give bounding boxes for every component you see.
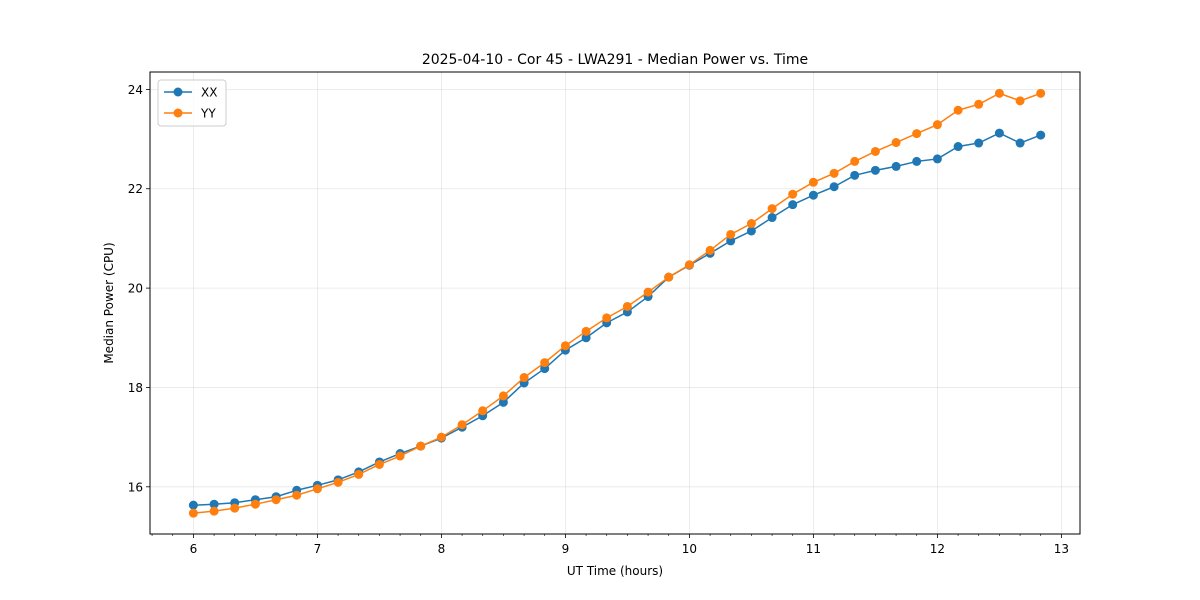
data-point-yy — [250, 499, 260, 509]
data-point-yy — [395, 451, 405, 461]
chart-title: 2025-04-10 - Cor 45 - LWA291 - Median Po… — [422, 52, 808, 68]
ticks: 6 7 8 9 10 11 12 13 16 18 20 22 24 — [128, 83, 1069, 556]
data-point-yy — [333, 477, 343, 487]
data-point-xx — [912, 156, 922, 166]
data-point-yy — [932, 120, 942, 130]
data-point-xx — [974, 138, 984, 148]
y-axis-label: Median Power (CPU) — [102, 242, 116, 363]
x-tick-label: 11 — [806, 542, 821, 556]
y-tick-label: 24 — [128, 83, 143, 97]
data-point-yy — [581, 326, 591, 336]
data-point-yy — [188, 508, 198, 518]
x-tick-label: 7 — [314, 542, 322, 556]
legend-marker-yy — [173, 108, 183, 118]
data-point-yy — [478, 406, 488, 416]
data-point-xx — [932, 154, 942, 164]
data-point-yy — [953, 105, 963, 115]
data-point-yy — [292, 490, 302, 500]
data-point-xx — [850, 170, 860, 180]
data-point-yy — [457, 420, 467, 430]
data-point-yy — [540, 358, 550, 368]
data-point-xx — [870, 165, 880, 175]
data-point-xx — [188, 500, 198, 510]
data-point-xx — [209, 499, 219, 509]
legend-label-xx: XX — [201, 86, 217, 100]
data-point-yy — [767, 204, 777, 214]
data-point-yy — [870, 146, 880, 156]
grid — [150, 72, 1080, 534]
series-layer — [188, 88, 1046, 518]
data-point-yy — [684, 260, 694, 270]
plot-frame — [149, 71, 1081, 535]
data-point-yy — [209, 506, 219, 516]
x-tick-label: 12 — [930, 542, 945, 556]
data-point-xx — [829, 182, 839, 192]
x-axis-label: UT Time (hours) — [567, 564, 663, 578]
data-point-yy — [643, 287, 653, 297]
data-point-yy — [788, 189, 798, 199]
data-point-xx — [808, 190, 818, 200]
x-tick-label: 6 — [190, 542, 198, 556]
data-point-yy — [1036, 88, 1046, 98]
legend-label-yy: YY — [200, 107, 216, 121]
data-point-yy — [271, 495, 281, 505]
data-point-yy — [994, 88, 1004, 98]
series-yy — [188, 88, 1046, 518]
data-point-yy — [891, 138, 901, 148]
legend-marker-xx — [173, 87, 183, 97]
x-tick-label: 9 — [562, 542, 570, 556]
data-point-yy — [746, 219, 756, 229]
data-point-yy — [416, 441, 426, 451]
x-tick-label: 10 — [682, 542, 697, 556]
data-point-xx — [1015, 138, 1025, 148]
data-point-xx — [788, 200, 798, 210]
data-point-yy — [664, 272, 674, 282]
data-point-yy — [498, 391, 508, 401]
y-tick-label: 20 — [128, 282, 143, 296]
data-point-xx — [581, 333, 591, 343]
data-point-yy — [912, 129, 922, 139]
data-point-xx — [726, 236, 736, 246]
data-point-yy — [808, 177, 818, 187]
legend: XX YY — [157, 79, 227, 127]
data-point-xx — [498, 397, 508, 407]
data-point-yy — [560, 341, 570, 351]
data-point-yy — [726, 229, 736, 239]
data-point-yy — [436, 432, 446, 442]
data-point-yy — [230, 503, 240, 513]
data-point-yy — [850, 156, 860, 166]
data-point-yy — [602, 313, 612, 323]
data-point-yy — [374, 459, 384, 469]
x-tick-label: 13 — [1054, 542, 1069, 556]
data-point-xx — [1036, 130, 1046, 140]
data-point-yy — [312, 484, 322, 494]
y-tick-label: 18 — [128, 381, 143, 395]
y-tick-label: 16 — [128, 480, 143, 494]
data-point-xx — [994, 128, 1004, 138]
data-point-xx — [953, 142, 963, 152]
data-point-yy — [705, 245, 715, 255]
data-point-yy — [354, 469, 364, 479]
data-point-yy — [829, 168, 839, 178]
data-point-yy — [519, 373, 529, 383]
data-point-yy — [974, 99, 984, 109]
y-tick-label: 22 — [128, 182, 143, 196]
data-point-xx — [746, 226, 756, 236]
data-point-xx — [767, 213, 777, 223]
data-point-yy — [1015, 96, 1025, 106]
data-point-xx — [891, 161, 901, 171]
x-tick-label: 8 — [438, 542, 446, 556]
data-point-yy — [622, 301, 632, 311]
